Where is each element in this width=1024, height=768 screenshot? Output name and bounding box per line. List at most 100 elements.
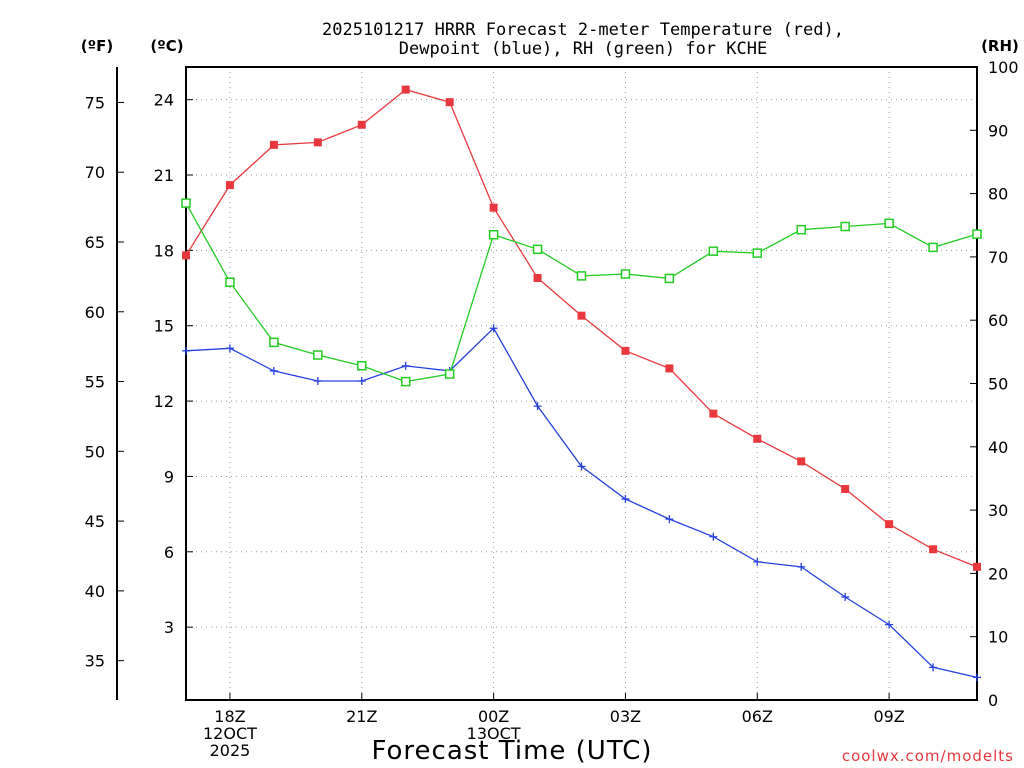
data-point xyxy=(313,376,322,385)
data-point xyxy=(400,376,411,387)
data-point xyxy=(577,462,586,471)
data-point xyxy=(841,485,850,493)
rh-tick-label: 90 xyxy=(988,121,1008,140)
time-tick-label: 18Z xyxy=(214,707,245,726)
data-point xyxy=(576,271,587,281)
rh-tick-label: 50 xyxy=(988,375,1008,394)
data-point xyxy=(972,229,982,239)
data-point xyxy=(401,361,410,370)
rh-tick-label: 100 xyxy=(988,58,1019,77)
celsius-tick-label: 3 xyxy=(164,618,174,637)
series-line xyxy=(185,202,978,383)
data-point xyxy=(357,361,367,371)
data-point xyxy=(621,495,630,504)
data-point xyxy=(928,242,938,253)
data-point xyxy=(709,409,718,418)
data-point xyxy=(313,350,323,360)
fahrenheit-tick-label: 65 xyxy=(85,233,105,252)
data-point xyxy=(885,520,894,529)
rh-unit-label: (RH) xyxy=(981,37,1019,55)
data-point xyxy=(841,593,850,602)
data-point xyxy=(444,369,455,379)
data-point xyxy=(840,221,850,232)
data-point xyxy=(797,562,806,571)
chart-axes xyxy=(116,66,978,701)
data-point xyxy=(533,402,542,411)
data-point xyxy=(753,434,762,443)
data-point xyxy=(269,337,279,348)
data-point xyxy=(401,85,410,94)
celsius-tick-label: 12 xyxy=(154,392,174,411)
data-point xyxy=(797,457,806,466)
x-axis-label: Forecast Time (UTC) xyxy=(371,736,652,766)
data-point xyxy=(664,273,675,284)
time-tick-label: 03Z xyxy=(610,707,641,726)
time-tick-label: 12OCT xyxy=(203,724,257,743)
time-tick-label: 21Z xyxy=(346,707,377,726)
grid-lines xyxy=(186,67,977,700)
fahrenheit-tick-label: 55 xyxy=(85,373,105,392)
rh-axis: 0 10 20 30 40 50 60 70 80 90 100 xyxy=(970,58,1019,710)
data-point xyxy=(489,203,498,212)
rh-tick-label: 20 xyxy=(988,564,1008,583)
chart-title-line-1: 2025101217 HRRR Forecast 2-meter Tempera… xyxy=(322,20,844,40)
rh-tick-label: 70 xyxy=(988,248,1008,267)
rh-tick-label: 10 xyxy=(988,628,1008,647)
celsius-tick-label: 15 xyxy=(154,317,174,336)
celsius-tick-label: 21 xyxy=(154,166,174,185)
data-point xyxy=(577,311,586,320)
data-point xyxy=(973,673,981,682)
celsius-tick-label: 24 xyxy=(154,91,174,110)
celsius-tick-label: 6 xyxy=(164,543,174,562)
data-point xyxy=(973,562,981,571)
time-tick-label: 00Z xyxy=(478,707,509,726)
data-point xyxy=(489,324,498,333)
celsius-unit-label: (ºC) xyxy=(150,37,183,55)
rh-tick-label: 60 xyxy=(988,311,1008,330)
fahrenheit-tick-label: 50 xyxy=(85,442,105,461)
fahrenheit-unit-label: (ºF) xyxy=(81,37,113,55)
time-tick-label: 2025 xyxy=(210,741,251,760)
data-point xyxy=(182,251,190,260)
fahrenheit-tick-label: 75 xyxy=(85,93,105,112)
data-point xyxy=(665,515,674,524)
time-tick-label: 09Z xyxy=(873,707,904,726)
data-series xyxy=(181,85,982,682)
data-point xyxy=(225,181,234,190)
rh-tick-label: 80 xyxy=(988,185,1008,204)
data-point xyxy=(269,366,278,375)
data-point xyxy=(357,376,366,385)
celsius-tick-label: 18 xyxy=(154,241,174,260)
credit-text: coolwx.com/modelts xyxy=(842,747,1014,765)
rh-tick-label: 0 xyxy=(988,691,998,710)
rh-tick-label: 40 xyxy=(988,438,1008,457)
chart-title: 2025101217 HRRR Forecast 2-meter Tempera… xyxy=(322,20,844,59)
fahrenheit-tick-label: 35 xyxy=(85,652,105,671)
data-point xyxy=(709,532,718,541)
celsius-axis: 3 6 9 12 15 18 21 24 xyxy=(154,91,193,637)
data-point xyxy=(885,620,894,629)
fahrenheit-axis: 35 40 45 50 55 60 65 70 75 xyxy=(85,93,124,671)
data-point xyxy=(621,346,630,355)
data-point xyxy=(796,224,806,235)
series-line xyxy=(185,327,978,679)
data-point xyxy=(708,246,719,256)
chart-title-line-2: Dewpoint (blue), RH (green) for KCHE xyxy=(399,39,767,59)
series-2-meter-temperature xyxy=(182,85,981,571)
fahrenheit-tick-label: 45 xyxy=(85,512,105,531)
data-point xyxy=(269,140,278,149)
celsius-tick-label: 9 xyxy=(164,467,174,486)
data-point xyxy=(665,364,674,373)
data-point xyxy=(929,545,938,554)
data-point xyxy=(225,277,235,287)
series-dewpoint xyxy=(182,324,981,682)
time-tick-label: 13OCT xyxy=(467,724,521,743)
series-line xyxy=(185,88,978,568)
data-point xyxy=(929,663,938,672)
data-point xyxy=(357,120,366,129)
data-point xyxy=(752,248,763,258)
data-point xyxy=(445,98,454,107)
series-relative-humidity xyxy=(181,198,982,387)
